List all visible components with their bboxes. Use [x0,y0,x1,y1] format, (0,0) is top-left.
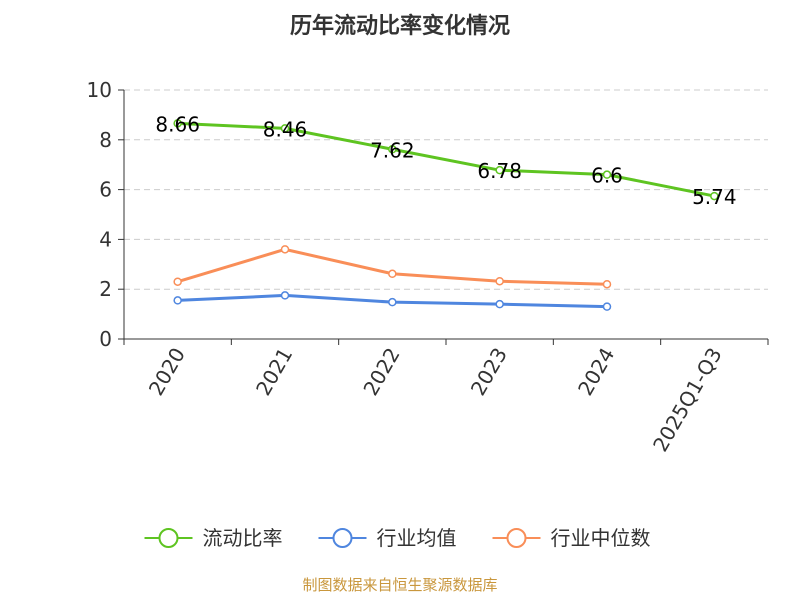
data-label: 5.74 [692,185,737,209]
legend-item: 行业均值 [318,526,457,550]
data-point [173,296,182,305]
x-tick-label: 2021 [251,344,297,400]
legend: 流动比率 行业均值 行业中位数 [144,526,651,550]
legend-label: 行业均值 [377,526,457,550]
data-point [388,145,397,154]
legend-swatch-marker [332,528,353,548]
data-point [495,165,504,175]
chart-title: 历年流动比率变化情况 [290,13,510,39]
legend-label: 行业中位数 [551,526,651,550]
data-label: 6.78 [477,159,522,183]
data-point [495,276,504,286]
legend-item: 流动比率 [144,526,283,550]
data-label: 6.6 [591,164,623,188]
data-point [388,297,397,307]
x-tick-label: 2020 [144,344,190,400]
data-point [173,119,182,128]
series-line-0 [176,121,716,198]
data-point [173,277,182,286]
data-point [388,269,397,279]
data-point [280,291,290,300]
legend-item: 行业中位数 [492,526,651,550]
legend-label: 流动比率 [203,526,283,550]
y-tick-label: 8 [99,128,112,152]
x-tick-label: 2022 [358,344,404,400]
y-tick-label: 0 [99,327,112,351]
data-point [280,124,290,133]
x-tick-label: 2024 [573,344,619,400]
data-point [280,245,290,254]
legend-swatch-marker [158,528,179,548]
data-point [710,191,719,201]
series-line-2 [176,247,609,286]
x-tick-label: 2023 [466,343,512,399]
x-tick-label: 2025Q1-Q3 [648,344,727,456]
legend-swatch-marker [506,528,527,548]
data-label: 8.66 [155,112,200,136]
data-point [495,299,504,309]
source-footer: 制图数据来自恒生聚源数据库 [302,576,497,594]
data-label: 8.46 [263,117,308,141]
data-point [602,170,612,179]
data-labels: 8.66 8.46 7.62 6.78 6.6 5.74 [155,112,736,209]
y-tick-label: 4 [99,227,112,251]
grid-lines [124,89,768,290]
data-point [602,302,612,311]
y-tick-label: 2 [99,277,112,301]
y-tick-label: 10 [87,78,112,102]
series-lines [173,119,719,311]
data-label: 7.62 [370,138,415,162]
y-tick-label: 6 [99,178,112,202]
data-point [602,279,612,289]
